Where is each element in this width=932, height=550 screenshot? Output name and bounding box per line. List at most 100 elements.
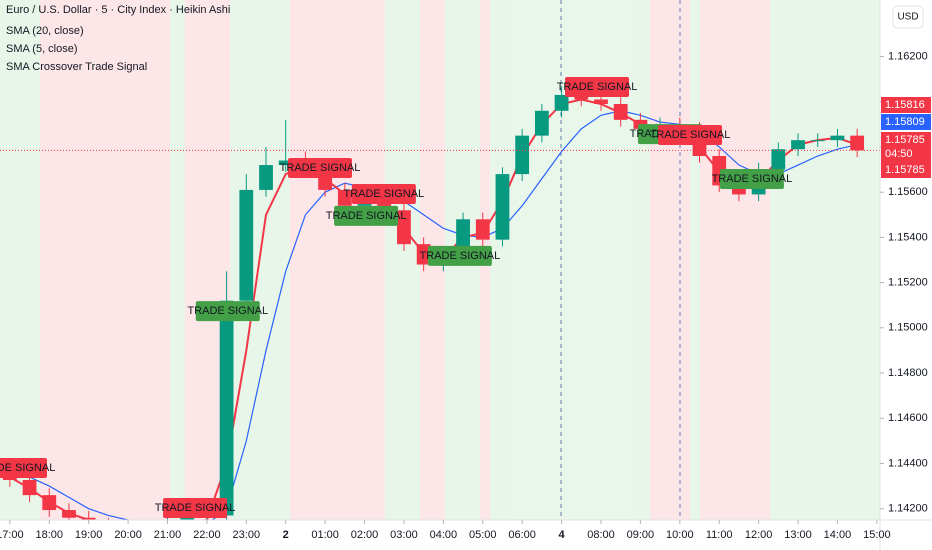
band <box>690 0 700 520</box>
x-tick-label: 22:00 <box>193 529 221 541</box>
plot-area: TRADE SIGNAL TRADE SIGNAL TRADE SIGNAL TRAD… <box>0 77 880 531</box>
candle-body <box>239 189 254 301</box>
x-tick-label: 21:00 <box>154 529 182 541</box>
x-tick-label: 4 <box>559 529 566 541</box>
candle-body <box>259 165 273 190</box>
x-tick-label: 17:00 <box>0 529 24 541</box>
candle-body <box>62 510 76 518</box>
candle-body <box>810 140 825 142</box>
x-tick-label: 02:00 <box>351 529 379 541</box>
signal-box <box>565 77 630 98</box>
candle-body <box>42 495 57 511</box>
price-tag-label: 1.15785 <box>885 164 925 176</box>
x-tick-label: 14:00 <box>824 529 852 541</box>
candle-body <box>81 517 96 520</box>
y-tick-label: 1.15400 <box>888 231 928 243</box>
chart-title: Euro / U.S. Dollar · 5 · City Index · He… <box>6 4 230 16</box>
candle-body <box>22 479 37 496</box>
x-tick-label: 2 <box>283 529 289 541</box>
candle-body <box>554 94 569 111</box>
candle-body <box>534 110 549 136</box>
legend-entry[interactable]: SMA (20, close) <box>6 25 84 37</box>
price-tag <box>881 114 931 130</box>
x-tick-label: 19:00 <box>75 529 103 541</box>
x-tick-label: 05:00 <box>469 529 497 541</box>
signal-box <box>719 169 784 190</box>
x-tick-label: 04:00 <box>430 529 458 541</box>
candle-body <box>613 104 628 120</box>
legend: Euro / U.S. Dollar · 5 · City Index · He… <box>6 4 230 73</box>
y-tick-label: 1.15200 <box>888 277 928 289</box>
x-tick-label: 20:00 <box>114 529 142 541</box>
currency-button[interactable] <box>892 5 924 29</box>
band <box>290 0 385 520</box>
signal-box <box>288 157 352 178</box>
legend-entry[interactable]: SMA (5, close) <box>6 43 78 55</box>
x-tick-label: 01:00 <box>311 529 339 541</box>
x-tick-label: 08:00 <box>587 529 615 541</box>
candle-body <box>141 529 155 531</box>
x-tick-label: 06:00 <box>508 529 536 541</box>
y-tick-label: 1.15600 <box>888 186 928 198</box>
candle-body <box>830 135 845 141</box>
candle-body <box>475 219 490 240</box>
price-tag-label: 1.15809 <box>885 116 925 128</box>
candle-body <box>337 189 352 206</box>
candle-body <box>377 198 392 211</box>
candle-body <box>278 160 293 166</box>
signal-box <box>334 205 399 226</box>
signal-label: TRADE SIGNAL <box>187 305 268 317</box>
band <box>0 0 40 520</box>
signal-label: TRADE SIGNAL <box>343 188 424 200</box>
countdown-label: 04:50 <box>885 148 913 160</box>
candle-body <box>850 135 865 151</box>
candle-body <box>594 99 608 104</box>
x-tick-label: 03:00 <box>390 529 418 541</box>
x-tick-label: 15:00 <box>863 529 891 541</box>
signal-box <box>427 245 492 266</box>
candle-body <box>219 300 234 516</box>
x-tick-label: 12:00 <box>745 529 773 541</box>
candle-body <box>397 210 411 245</box>
price-tags: 1.15816 1.15809 1.15785 04:50 1.15785 <box>881 97 931 178</box>
x-tick-label: 09:00 <box>627 529 655 541</box>
signal-label: TRADE SIGNAL <box>155 502 236 514</box>
signal-box <box>163 498 228 519</box>
signal-label: TRADE SIGNAL <box>280 162 361 174</box>
y-tick-label: 1.15000 <box>888 322 928 334</box>
band <box>650 0 690 520</box>
price-tag <box>881 132 931 162</box>
signal-box <box>195 301 260 322</box>
candle-body <box>101 525 115 530</box>
band <box>40 0 170 520</box>
legend-entry[interactable]: SMA Crossover Trade Signal <box>6 61 147 73</box>
price-tag-label: 1.15816 <box>885 99 925 111</box>
signal-label: TRADE SIGNAL <box>0 462 55 474</box>
candle-body <box>771 149 786 170</box>
x-tick-label: 23:00 <box>233 529 261 541</box>
candle-body <box>495 174 510 240</box>
band <box>700 0 770 520</box>
signal-box <box>351 183 416 204</box>
y-tick-label: 1.14800 <box>888 367 928 379</box>
signal-label: TRADE SIGNAL <box>326 210 407 222</box>
band <box>770 0 880 520</box>
candle-body <box>574 94 589 100</box>
signal-box <box>0 458 47 478</box>
signal-label: TRADE SIGNAL <box>650 129 731 141</box>
band <box>385 0 420 520</box>
price-tag-label: 1.15785 <box>885 134 925 146</box>
candle-body <box>732 185 746 195</box>
signal-label: TRADE SIGNAL <box>420 250 501 262</box>
price-tag <box>881 97 931 113</box>
candle-body <box>416 244 431 265</box>
y-tick-label: 1.16200 <box>888 50 928 62</box>
y-tick-label: 1.14400 <box>888 457 928 469</box>
x-tick-label: 11:00 <box>706 529 733 541</box>
signal-box <box>658 124 723 145</box>
signal-label: TRADE SIGNAL <box>712 173 793 185</box>
price-tag <box>881 162 931 178</box>
